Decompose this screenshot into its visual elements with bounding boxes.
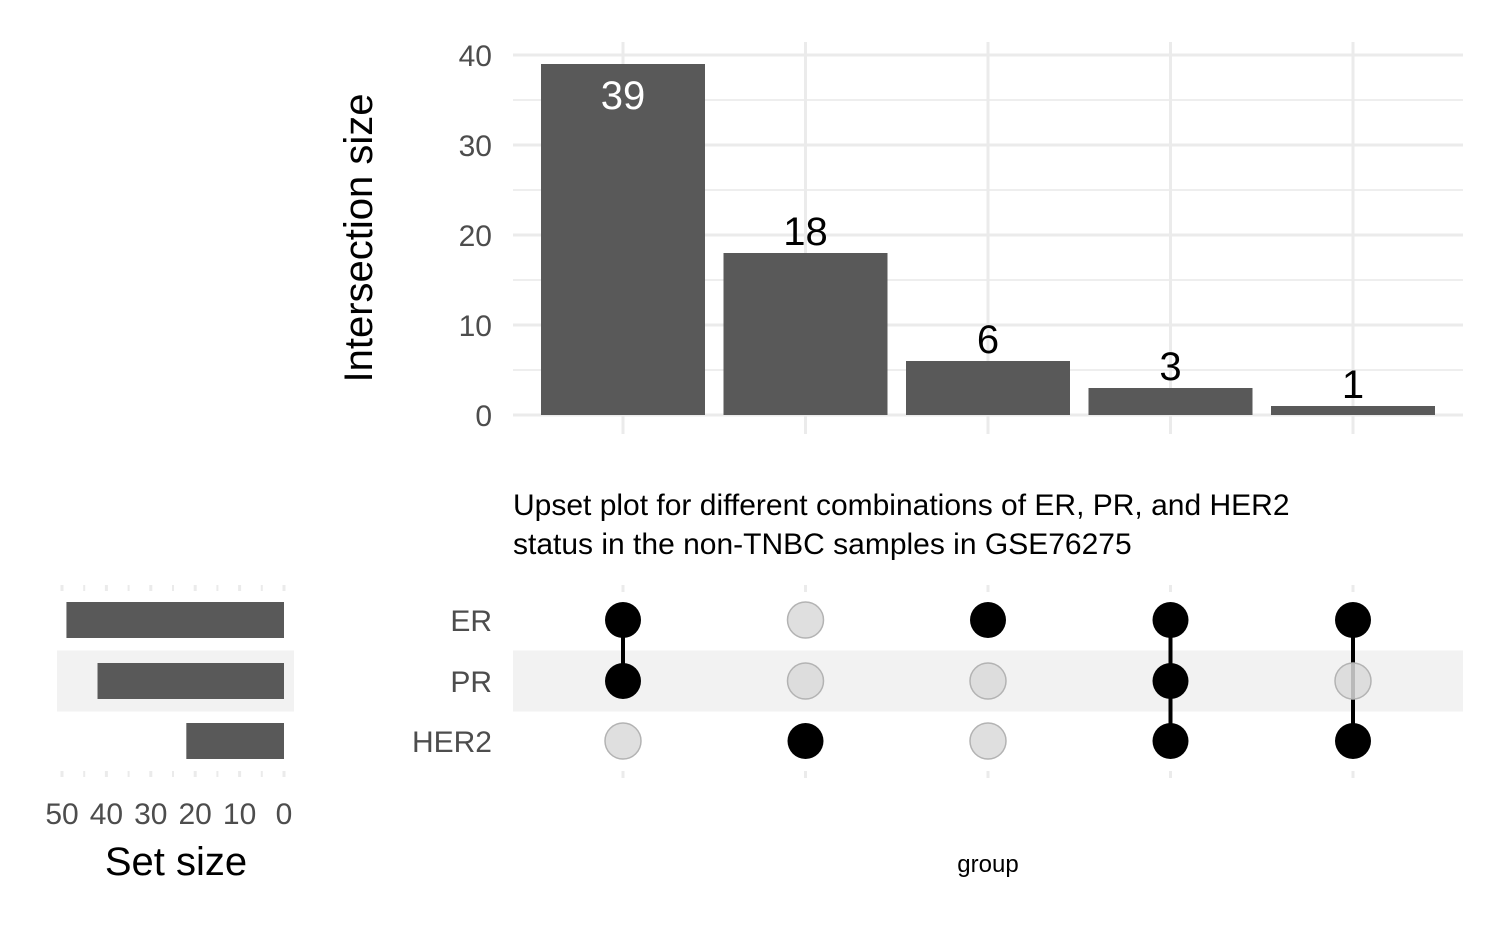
intersection-bar [1088,388,1253,415]
matrix-dot-inactive [604,722,642,760]
y-tick-label: 20 [459,220,492,253]
matrix-dot-inactive [969,722,1007,760]
intersection-bar [723,253,888,415]
set-size-tick-label: 40 [90,798,123,831]
set-size-axis-title: Set size [105,840,247,884]
intersection-bar-labels: 39 18 6 3 1 [601,74,1364,407]
intersection-bar-label: 39 [601,74,646,118]
set-size-tick-label: 50 [45,798,78,831]
set-size-bar [97,663,285,699]
set-label: PR [450,666,492,699]
y-tick-label: 30 [459,130,492,163]
intersection-bar [541,64,705,415]
matrix-dot-active [787,723,824,759]
matrix-dot-inactive [786,601,825,639]
y-tick-label: 40 [459,40,492,73]
matrix-x-axis-title: group [957,851,1018,878]
caption-line-1: Upset plot for different combinations of… [513,489,1290,522]
set-label: HER2 [412,726,492,759]
intersection-bar-label: 18 [783,210,828,254]
y-tick-label: 10 [459,310,492,343]
matrix-dot-inactive [1334,662,1372,700]
matrix-dot-active [1152,663,1189,699]
matrix-dot-active [970,602,1006,638]
set-size-panel: 50 40 30 20 10 0 Set size [45,585,294,884]
set-label: ER [450,605,492,638]
intersection-bar-label: 1 [1342,363,1364,407]
intersection-y-ticks: 0 10 20 30 40 [459,40,492,433]
matrix-dot-active [1335,723,1371,759]
set-size-tick-label: 30 [134,798,167,831]
plot-caption: Upset plot for different combinations of… [513,489,1290,561]
matrix-dot-active [1152,723,1189,759]
intersection-bar-label: 3 [1159,345,1181,389]
set-size-tick-label: 20 [179,798,212,831]
y-tick-label: 0 [475,400,492,433]
matrix-dot-active [605,663,641,699]
matrix-dot-inactive [786,662,825,700]
matrix-dot-active [1152,602,1189,638]
matrix-dot-active [1335,602,1371,638]
intersection-bars [541,64,1435,415]
intersection-bar-label: 6 [977,318,999,362]
set-size-bar [66,602,284,638]
intersection-size-axis-title: Intersection size [337,93,381,382]
matrix-dot-inactive [969,662,1007,700]
caption-line-2: status in the non-TNBC samples in GSE762… [513,528,1132,561]
set-size-bars [66,602,285,759]
intersection-bar [1271,406,1435,415]
set-size-grid [60,585,286,777]
set-size-tick-label: 0 [276,798,293,831]
intersection-bar [906,361,1070,415]
set-size-x-ticks: 50 40 30 20 10 0 [45,798,292,831]
matrix-dots [604,601,1372,760]
matrix-set-labels: ER PR HER2 [412,605,492,759]
set-size-tick-label: 10 [223,798,256,831]
set-size-bar [186,723,284,759]
matrix-dot-active [605,602,641,638]
intersection-size-panel: 39 18 6 3 1 0 10 20 30 40 Intersection size [337,40,1463,434]
matrix-grid [621,585,1355,778]
intersection-matrix: ER PR HER2 group [412,585,1463,878]
